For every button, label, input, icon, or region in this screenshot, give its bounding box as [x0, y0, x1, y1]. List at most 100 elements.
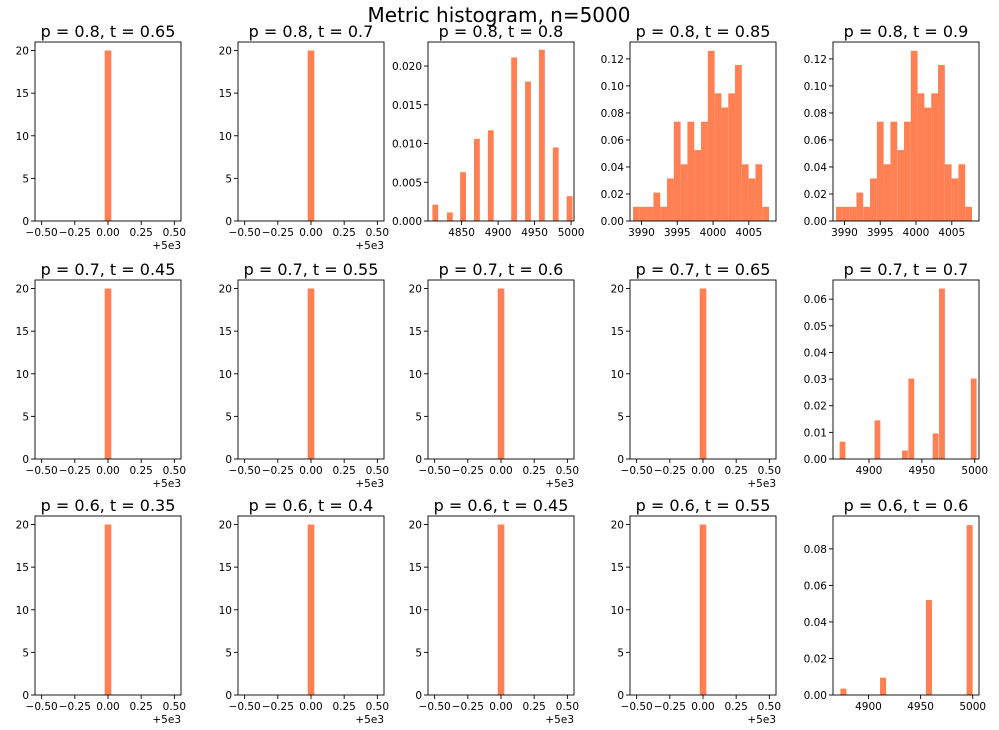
histogram-bar — [874, 420, 881, 459]
histogram-bar — [728, 93, 736, 221]
y-tick-label: 5 — [617, 411, 624, 423]
y-tick-label: 0.12 — [804, 54, 827, 66]
panel-title: p = 0.6, t = 0.45 — [434, 496, 569, 515]
histogram-bar — [653, 192, 661, 221]
y-tick-label: 0.06 — [804, 580, 828, 592]
histogram-panel: p = 0.6, t = 0.55 −0.50 −0.25 0.00 0.25 0.50 0… — [611, 496, 781, 726]
y-tick-label: 20 — [409, 520, 422, 532]
y-tick-label: 0.06 — [804, 294, 828, 306]
y-tick-label: 0.005 — [392, 177, 422, 189]
histogram-bar — [104, 50, 112, 222]
y-tick-label: 10 — [219, 605, 232, 617]
y-tick-label: 0.00 — [601, 216, 624, 228]
y-tick-label: 5 — [225, 173, 232, 185]
x-tick-label: 4950 — [521, 227, 548, 239]
x-tick-label: −0.25 — [452, 465, 484, 477]
histogram-panel: p = 0.6, t = 0.4 −0.50 −0.25 0.00 0.25 0.50 0 5… — [219, 496, 389, 726]
y-tick-label: 0.02 — [601, 189, 624, 201]
x-tick-label: −0.25 — [654, 701, 686, 713]
histogram-bar — [694, 150, 702, 221]
x-tick-label: 0.25 — [724, 465, 747, 477]
y-tick-label: 0.10 — [601, 81, 624, 93]
histogram-bar — [839, 441, 846, 459]
histogram-bar — [748, 178, 756, 221]
histogram-bar — [639, 206, 647, 221]
x-offset-label: +5e3 — [355, 478, 384, 490]
y-tick-label: 15 — [611, 326, 624, 338]
axes-frame — [832, 279, 980, 460]
x-tick-label: 0.00 — [299, 701, 322, 713]
y-tick-label: 10 — [409, 605, 422, 617]
histogram-bar — [863, 206, 871, 221]
x-tick-label: −0.50 — [229, 701, 261, 713]
histogram-bar — [932, 433, 939, 459]
x-tick-label: −0.50 — [26, 701, 58, 713]
x-tick-label: 4850 — [448, 227, 475, 239]
histogram-bar — [904, 121, 911, 221]
histogram-bar — [762, 206, 770, 221]
x-tick-label: 0.50 — [366, 701, 389, 713]
x-offset-label: +5e3 — [545, 714, 574, 726]
x-tick-label: 4005 — [938, 227, 965, 239]
histogram-bar — [902, 450, 908, 459]
histogram-bar — [856, 192, 864, 221]
x-tick-label: 0.50 — [758, 465, 781, 477]
x-tick-label: −0.50 — [26, 227, 58, 239]
y-tick-label: 0.02 — [804, 401, 827, 413]
histogram-bar — [307, 50, 315, 222]
y-tick-label: 20 — [16, 520, 29, 532]
x-tick-label: 4950 — [909, 465, 936, 477]
histogram-bar — [446, 212, 453, 221]
y-tick-label: 0 — [225, 690, 232, 702]
axes-frame — [832, 515, 980, 696]
x-tick-label: 0.50 — [556, 701, 579, 713]
histogram-bar — [511, 57, 518, 222]
histogram-bar — [432, 204, 439, 221]
histogram-panel: p = 0.7, t = 0.65 −0.50 −0.25 0.00 0.25 0.50 0… — [611, 260, 781, 490]
y-tick-label: 20 — [611, 284, 624, 296]
histogram-bar — [104, 288, 112, 459]
histogram-bar — [699, 524, 707, 695]
x-tick-label: 0.50 — [366, 465, 389, 477]
histogram-panel: p = 0.7, t = 0.55 −0.50 −0.25 0.00 0.25 0.50 0… — [219, 260, 389, 490]
x-tick-label: 4900 — [485, 227, 512, 239]
y-tick-label: 20 — [219, 520, 232, 532]
panel-title: p = 0.6, t = 0.35 — [41, 496, 176, 515]
y-tick-label: 10 — [611, 605, 624, 617]
y-tick-label: 10 — [16, 605, 29, 617]
histogram-bar — [566, 196, 573, 221]
x-tick-label: 3990 — [628, 227, 655, 239]
histogram-panel: p = 0.6, t = 0.45 −0.50 −0.25 0.00 0.25 0.50 0… — [409, 496, 579, 726]
y-tick-label: 15 — [16, 562, 29, 574]
y-tick-label: 0.06 — [601, 135, 625, 147]
y-tick-label: 5 — [22, 411, 29, 423]
y-tick-label: 10 — [16, 131, 29, 143]
y-tick-label: 15 — [219, 562, 232, 574]
histogram-bar — [473, 138, 480, 221]
panel-title: p = 0.7, t = 0.65 — [636, 260, 771, 279]
histogram-bar — [667, 178, 674, 221]
x-tick-label: −0.50 — [621, 701, 653, 713]
histogram-bar — [735, 64, 742, 221]
y-tick-label: 0 — [22, 454, 29, 466]
panel-title: p = 0.6, t = 0.4 — [249, 496, 374, 515]
y-tick-label: 0.000 — [392, 216, 422, 228]
y-tick-label: 0 — [617, 690, 624, 702]
x-tick-label: 3995 — [664, 227, 691, 239]
histogram-bar — [876, 121, 884, 221]
histogram-bar — [687, 121, 695, 221]
y-tick-label: 5 — [225, 647, 232, 659]
y-tick-label: 0.08 — [601, 108, 624, 120]
x-tick-label: 0.50 — [163, 465, 186, 477]
panel-title: p = 0.7, t = 0.6 — [439, 260, 564, 279]
x-tick-label: −0.50 — [419, 465, 451, 477]
y-tick-label: 0.04 — [601, 162, 625, 174]
histogram-bar — [104, 524, 112, 695]
histogram-panel: p = 0.8, t = 0.65 −0.50 −0.25 0.00 0.25 0.50 0… — [16, 22, 186, 252]
y-tick-label: 0 — [617, 454, 624, 466]
x-tick-label: 4900 — [856, 465, 883, 477]
x-tick-label: −0.50 — [229, 227, 261, 239]
x-offset-label: +5e3 — [747, 478, 776, 490]
panel-title: p = 0.6, t = 0.55 — [636, 496, 771, 515]
